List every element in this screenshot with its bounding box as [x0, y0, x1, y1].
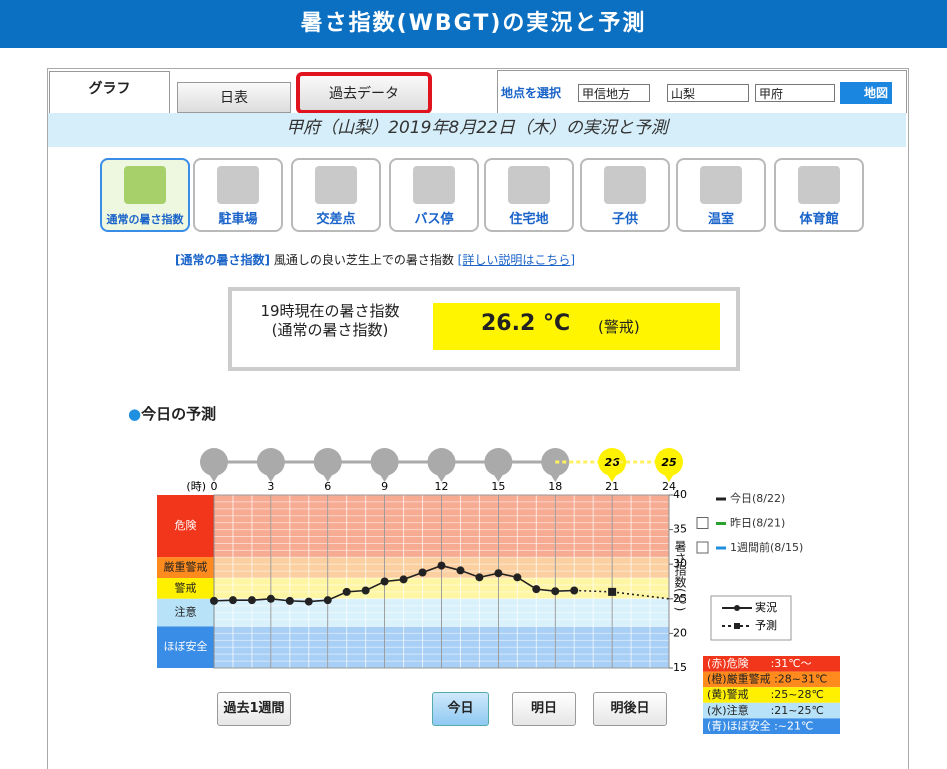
badge-value: 25	[661, 456, 677, 469]
forecast-point	[608, 588, 616, 596]
x-unit-label: (時)	[186, 480, 206, 493]
actual-point	[419, 569, 427, 577]
legend-checkbox	[697, 518, 708, 529]
zone-legend-label: (青)ほぼ安全 :~21℃	[707, 718, 813, 732]
y-axis-title: 暑さ指数(℃)	[673, 540, 686, 611]
zone-legend-label: (水)注意 :21~25℃	[707, 704, 824, 717]
actual-point	[475, 573, 483, 581]
legend-checkbox	[697, 542, 708, 553]
zone-label: 注意	[175, 606, 197, 619]
y-tick-label: 35	[673, 523, 687, 536]
style-label: 実況	[755, 600, 777, 614]
zone-label: 警戒	[175, 580, 197, 594]
actual-point	[494, 569, 502, 577]
actual-point	[343, 588, 351, 596]
style-marker	[734, 605, 740, 611]
y-tick-label: 20	[673, 626, 687, 639]
page: 暑さ指数(WBGT)の実況と予測 グラフ 日表 過去データ 地点を選択 甲信地方…	[0, 0, 947, 760]
zone-label: ほぼ安全	[164, 639, 208, 653]
style-label: 予測	[755, 618, 777, 632]
actual-point	[229, 596, 237, 604]
zone-legend-label: (黄)警戒 :25~28℃	[707, 687, 824, 701]
actual-point	[210, 597, 218, 605]
zone-label: 危険	[175, 519, 197, 532]
actual-point	[438, 562, 446, 570]
actual-point	[532, 585, 540, 593]
actual-point	[381, 578, 389, 586]
actual-point	[286, 597, 294, 605]
actual-point	[570, 586, 578, 594]
legend-label: 1週間前(8/15)	[730, 540, 803, 554]
zone-label: 厳重警戒	[164, 560, 208, 574]
day-button[interactable]: 明後日	[593, 692, 667, 726]
actual-point	[305, 598, 313, 606]
day-button[interactable]: 明日	[512, 692, 576, 726]
actual-point	[248, 596, 256, 604]
actual-point	[267, 595, 275, 603]
actual-point	[362, 586, 370, 594]
actual-point	[456, 566, 464, 574]
style-marker	[734, 623, 740, 629]
actual-point	[400, 575, 408, 583]
zone-legend-label: (橙)厳重警戒 :28~31℃	[707, 672, 827, 686]
y-tick-label: 40	[673, 488, 687, 501]
zone-legend-label: (赤)危険 :31℃～	[707, 657, 812, 670]
y-tick-label: 15	[673, 661, 687, 674]
actual-point	[324, 596, 332, 604]
day-button[interactable]: 過去1週間	[217, 692, 291, 726]
legend-label: 昨日(8/21)	[730, 517, 785, 530]
actual-point	[551, 587, 559, 595]
day-button[interactable]: 今日	[432, 692, 489, 726]
chart: 危険 (赤)危険 :31℃～ 厳重警戒 (橙)厳重警戒 :28~31℃ 警戒 (黄)警戒 …	[0, 0, 947, 760]
style-legend-box	[711, 596, 791, 640]
actual-point	[513, 573, 521, 581]
legend-label: 今日(8/22)	[730, 491, 785, 505]
